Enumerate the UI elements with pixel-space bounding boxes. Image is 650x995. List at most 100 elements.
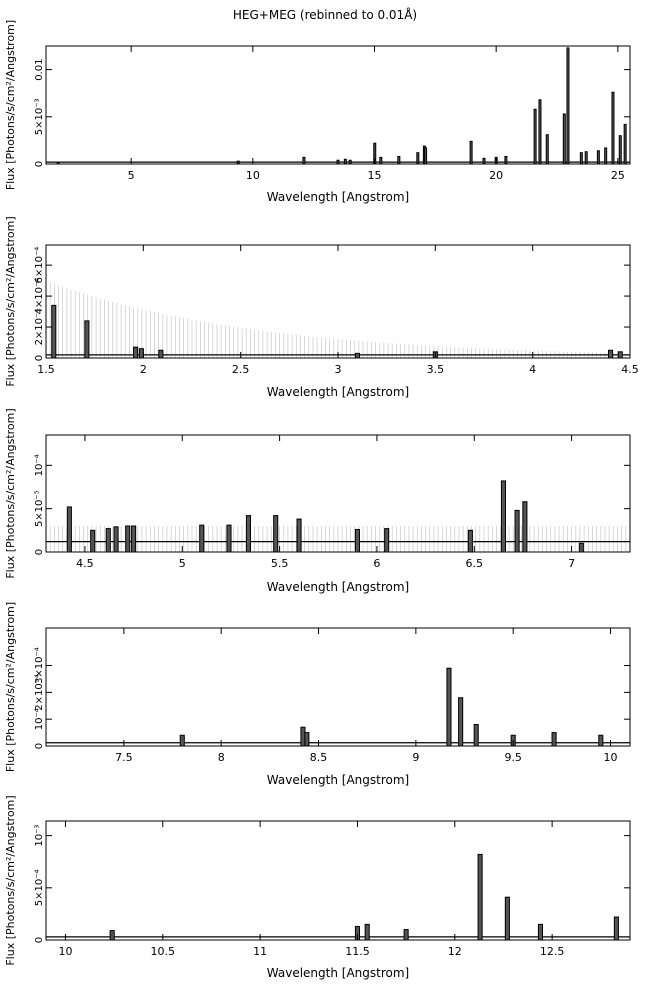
- spectral-line: [354, 352, 361, 359]
- y-tick-label: 10⁻³: [34, 825, 45, 847]
- y-tick-label: 10⁻⁴: [34, 454, 45, 476]
- spectral-line: [158, 349, 164, 359]
- spectral-line: [226, 524, 232, 553]
- spectral-line: [336, 159, 340, 165]
- spectral-line: [623, 123, 627, 165]
- x-tick-label: 10.5: [151, 945, 176, 958]
- spectral-line: [446, 667, 452, 747]
- spectral-line: [607, 349, 614, 359]
- spectral-line: [533, 108, 537, 165]
- spectral-line: [364, 923, 370, 941]
- spectral-line: [384, 528, 390, 553]
- y-tick-label: 2×10⁻⁴: [34, 674, 45, 711]
- x-tick-label: 4.5: [621, 363, 639, 376]
- spectrum-panel-3: 4.5 5 5.5 6 6.5 7 0 5×10⁻⁵ 10⁻⁴ Wavelength [Angst…: [0, 405, 650, 600]
- spectral-line: [131, 525, 137, 553]
- spectrum-plot-2: 1.5 2 2.5 3 3.5 4 4.5 0 2×10⁻⁴4×10⁻⁴6×10⁻⁴ Wavele…: [4, 216, 639, 399]
- y-tick-label: 0.01: [34, 58, 45, 80]
- spectral-line: [379, 156, 383, 165]
- spectral-line: [343, 158, 347, 165]
- spectral-line: [467, 529, 473, 553]
- y-tick-label: 10⁻⁴: [34, 708, 45, 730]
- spectrum-panel-1: 5 10 15 20 25 0 5×10⁻³ 0.01 Wavelength [Angstrom…: [0, 0, 650, 210]
- y-axis-label: Flux [Photons/s/cm²/Angstrom]: [4, 795, 17, 965]
- plot-frame: [45, 434, 631, 553]
- x-tick-label: 1.5: [37, 363, 55, 376]
- spectral-line: [551, 732, 557, 747]
- spectrum-plot-5: 10 10.5 11 11.5 12 12.5 0 5×10⁻⁴ 10⁻³ Wavelength …: [4, 795, 631, 980]
- y-tick-label: 0: [34, 549, 45, 555]
- spectral-line: [296, 518, 302, 553]
- spectral-line: [403, 929, 409, 941]
- spectral-line: [504, 896, 510, 941]
- x-axis-label: Wavelength [Angstrom]: [267, 385, 409, 399]
- spectral-line: [545, 134, 549, 165]
- plot-frame: [45, 627, 631, 747]
- x-tick-label: 8.5: [310, 751, 328, 764]
- y-tick-label: 2×10⁻⁴: [34, 309, 45, 346]
- spectrum-panel-5: 10 10.5 11 11.5 12 12.5 0 5×10⁻⁴ 10⁻³ Wavelength …: [0, 795, 650, 991]
- spectral-line: [397, 155, 401, 165]
- spectral-line: [618, 135, 622, 165]
- x-tick-label: 20: [489, 169, 503, 182]
- x-tick-label: 15: [368, 169, 382, 182]
- y-tick-label: 0: [34, 937, 45, 943]
- spectral-line: [51, 304, 57, 359]
- spectral-line: [273, 515, 279, 553]
- x-tick-label: 10: [604, 751, 618, 764]
- spectral-line: [500, 480, 507, 553]
- spectral-line: [113, 526, 119, 553]
- y-tick-label: 0: [34, 355, 45, 361]
- spectral-line: [424, 147, 428, 165]
- x-tick-label: 11.5: [345, 945, 370, 958]
- x-axis-label: Wavelength [Angstrom]: [267, 190, 409, 204]
- y-tick-label: 0: [34, 743, 45, 749]
- x-tick-label: 9.5: [504, 751, 522, 764]
- spectral-line: [584, 151, 588, 165]
- spectrum-plot-3: 4.5 5 5.5 6 6.5 7 0 5×10⁻⁵ 10⁻⁴ Wavelength [Angst…: [4, 408, 631, 594]
- plot-frame: [45, 45, 631, 165]
- spectral-line: [458, 697, 464, 747]
- x-axis-label: Wavelength [Angstrom]: [267, 966, 409, 980]
- y-tick-label: 5×10⁻⁵: [34, 490, 45, 527]
- spectral-line: [482, 157, 486, 165]
- spectral-line: [354, 528, 361, 553]
- spectral-line: [562, 113, 566, 165]
- x-tick-label: 11: [253, 945, 267, 958]
- spectral-line: [416, 152, 420, 165]
- y-tick-label: 5×10⁻³: [34, 98, 45, 135]
- spectral-line: [199, 524, 205, 553]
- spectral-line: [469, 140, 473, 165]
- spectral-line: [302, 156, 306, 165]
- spectral-line: [348, 159, 352, 165]
- spectral-line: [617, 351, 623, 359]
- x-tick-label: 2.5: [232, 363, 250, 376]
- spectral-line: [105, 528, 111, 553]
- plot-frame: [45, 820, 631, 941]
- x-tick-label: 5: [179, 557, 186, 570]
- x-tick-label: 3: [335, 363, 342, 376]
- x-tick-label: 3.5: [427, 363, 445, 376]
- spectral-line: [66, 506, 72, 553]
- spectrum-plot-1: 5 10 15 20 25 0 5×10⁻³ 0.01 Wavelength [Angstrom…: [4, 20, 631, 204]
- spectral-line: [579, 152, 583, 165]
- spectral-line: [109, 930, 115, 941]
- x-tick-label: 2: [140, 363, 147, 376]
- x-tick-label: 12: [448, 945, 462, 958]
- spectral-line: [514, 509, 520, 553]
- spectral-line: [596, 150, 600, 165]
- x-tick-label: 5: [128, 169, 135, 182]
- y-tick-label: 4×10⁻⁴: [34, 278, 45, 315]
- y-tick-label: 3×10⁻⁴: [34, 647, 45, 684]
- spectral-line: [504, 155, 508, 165]
- spectral-line: [179, 734, 185, 747]
- spectral-line: [304, 732, 310, 747]
- y-tick-label: 5×10⁻⁴: [34, 869, 45, 906]
- x-tick-label: 9: [412, 751, 419, 764]
- x-tick-label: 6.5: [466, 557, 484, 570]
- spectral-line: [245, 515, 251, 553]
- spectral-line: [566, 47, 570, 165]
- y-axis-label: Flux [Photons/s/cm²/Angstrom]: [4, 408, 17, 578]
- spectral-line: [598, 734, 604, 747]
- x-tick-label: 10: [246, 169, 260, 182]
